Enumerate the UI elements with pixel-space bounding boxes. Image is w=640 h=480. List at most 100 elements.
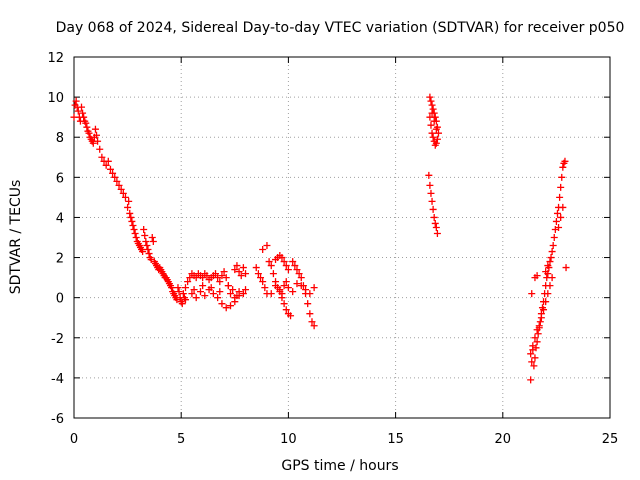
data-point [276, 286, 284, 294]
data-point [433, 229, 441, 237]
data-point [428, 129, 436, 137]
data-point [235, 292, 243, 300]
data-point [178, 300, 186, 308]
data-point [222, 274, 230, 282]
data-point [289, 258, 297, 266]
data-point [111, 173, 119, 181]
y-tick-label: 4 [56, 211, 64, 226]
data-point [287, 312, 295, 320]
data-point [128, 217, 136, 225]
data-point [280, 282, 288, 290]
data-point [552, 217, 560, 225]
y-tick-label: 12 [47, 51, 64, 66]
data-point [547, 254, 555, 262]
data-point [278, 290, 286, 298]
data-point [432, 223, 440, 231]
data-point [149, 238, 157, 246]
data-point [126, 209, 134, 217]
data-point [430, 117, 438, 125]
data-point [267, 290, 275, 298]
data-point [282, 262, 290, 270]
data-point [557, 213, 565, 221]
data-point [98, 153, 106, 161]
data-point [546, 282, 554, 290]
x-axis-label: GPS time / hours [281, 458, 398, 474]
data-point [549, 242, 557, 250]
data-point [434, 129, 442, 137]
data-point [168, 284, 176, 292]
y-tick-label: -6 [51, 412, 64, 427]
data-point [557, 183, 565, 191]
data-points [70, 93, 570, 384]
data-point [428, 101, 436, 109]
data-point [74, 107, 82, 115]
data-point [139, 248, 147, 256]
y-tick-label: 0 [56, 292, 64, 307]
data-point [527, 350, 535, 358]
data-point [239, 290, 247, 298]
data-point [142, 238, 150, 246]
data-point [257, 274, 265, 282]
data-point [529, 342, 537, 350]
x-tick-labels: 0 5 10 15 20 25 [70, 432, 618, 447]
data-point [201, 292, 209, 300]
data-point [216, 288, 224, 296]
data-point [254, 270, 262, 278]
data-point [129, 221, 137, 229]
data-point [433, 135, 441, 143]
y-tick-label: 2 [56, 252, 64, 267]
data-point [293, 280, 301, 288]
series-segment-4 [426, 93, 442, 149]
data-point [540, 306, 548, 314]
data-point [109, 169, 117, 177]
data-point [297, 282, 305, 290]
y-tick-label: -4 [51, 372, 64, 387]
chart-title: Day 068 of 2024, Sidereal Day-to-day VTE… [56, 20, 625, 36]
data-point [284, 266, 292, 274]
data-point [113, 177, 121, 185]
series-segment-6 [527, 157, 570, 384]
data-point [132, 234, 140, 241]
y-axis-label: SDTVAR / TECUs [8, 180, 24, 295]
data-point [124, 203, 132, 211]
data-point [548, 274, 556, 282]
data-point [141, 231, 149, 239]
data-point [237, 272, 245, 280]
data-point [297, 274, 305, 282]
data-point [229, 286, 237, 294]
data-point [233, 262, 241, 270]
data-point [130, 225, 138, 233]
data-point [291, 262, 299, 270]
data-point [427, 97, 435, 105]
data-point [310, 322, 318, 330]
data-point [544, 290, 552, 298]
data-point [143, 242, 151, 250]
data-point [79, 109, 87, 117]
y-tick-label: 8 [56, 131, 64, 146]
data-point [80, 113, 88, 121]
data-point [94, 137, 102, 145]
data-point [425, 171, 433, 179]
data-point [121, 193, 129, 201]
series-segment-2 [181, 262, 250, 312]
y-tick-label: 6 [56, 171, 64, 186]
data-point [429, 105, 437, 113]
data-point [289, 288, 297, 296]
data-point [293, 266, 301, 274]
data-point [89, 139, 97, 147]
y-tick-labels: -6 -4 -2 0 2 4 6 8 10 12 [47, 51, 64, 427]
x-tick-label: 15 [387, 432, 404, 447]
data-point [235, 268, 243, 276]
y-tick-label: -2 [51, 332, 64, 347]
data-point [259, 246, 267, 254]
data-point [222, 304, 230, 312]
data-point [528, 290, 536, 298]
data-point [199, 274, 207, 282]
data-point [145, 250, 153, 258]
data-point [263, 242, 271, 250]
data-point [85, 129, 93, 137]
data-point [199, 282, 207, 290]
data-point [102, 161, 110, 169]
data-point [544, 262, 552, 270]
